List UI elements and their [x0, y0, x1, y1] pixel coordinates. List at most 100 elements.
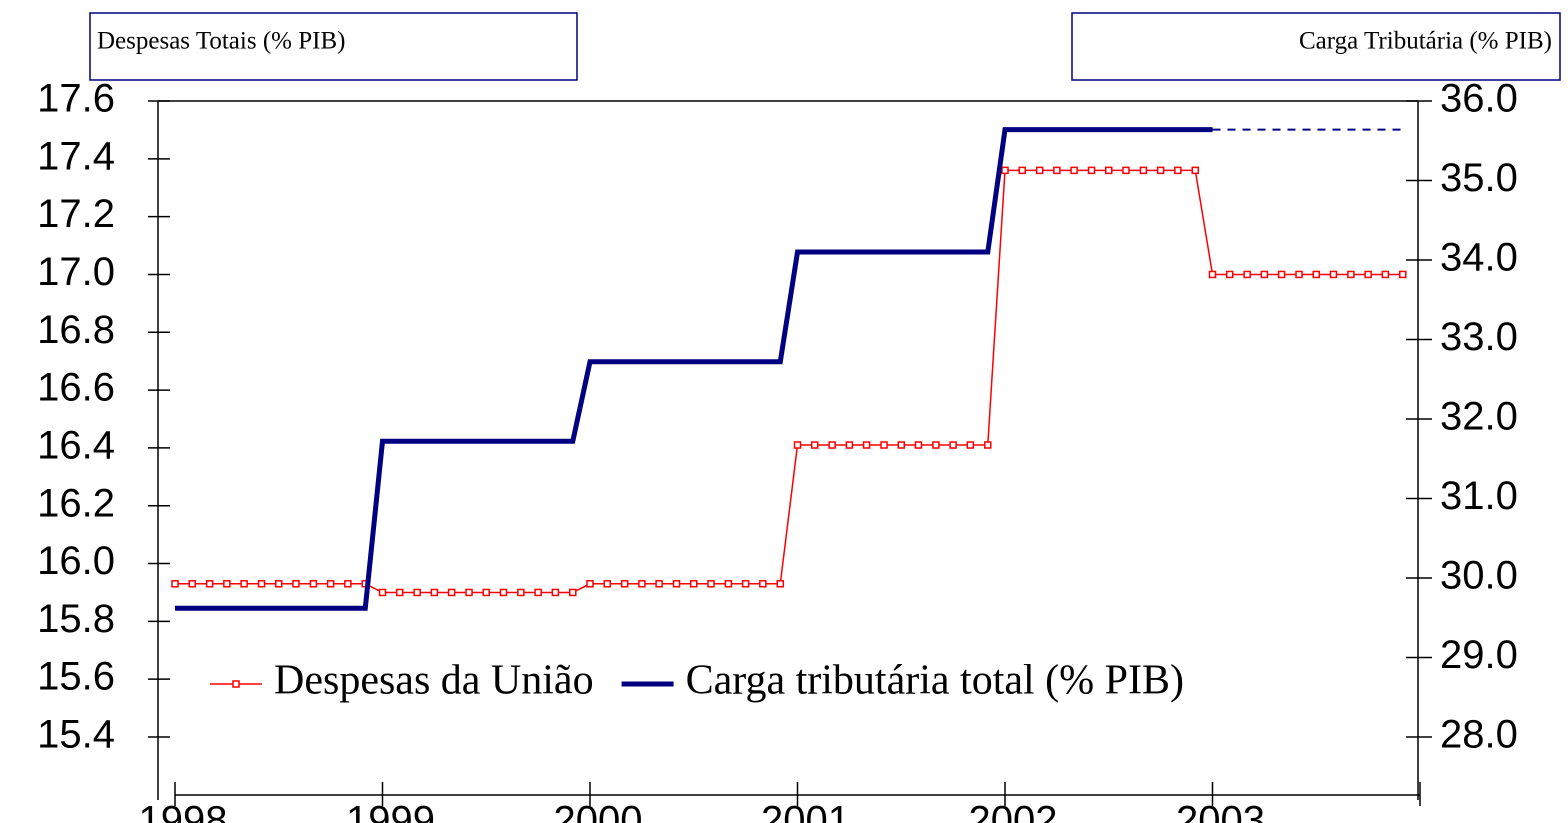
point-marker [1035, 166, 1044, 175]
point-marker [1243, 270, 1251, 279]
point-marker [465, 588, 473, 597]
point-marker [447, 588, 456, 597]
point-marker [378, 588, 387, 597]
point-marker [1347, 270, 1355, 279]
point-marker [828, 441, 836, 449]
point-marker [707, 580, 715, 588]
legend-marker [232, 680, 240, 688]
point-marker [1018, 166, 1026, 175]
point-marker [188, 580, 196, 588]
point-marker [932, 441, 940, 449]
y-tick-label: 17.0 [37, 250, 115, 294]
right-axis-title: Carga Tributária (% PIB) [1299, 28, 1552, 55]
point-marker [655, 580, 663, 588]
point-marker [949, 441, 957, 449]
y-tick-label: 16.4 [37, 423, 115, 467]
point-marker [569, 588, 577, 597]
point-marker [326, 580, 335, 588]
point-marker [638, 580, 646, 588]
point-marker [171, 580, 179, 588]
point-marker [845, 441, 854, 449]
point-marker [344, 580, 352, 588]
point-marker [1156, 166, 1165, 175]
y2-tick-label: 35.0 [1440, 156, 1518, 200]
point-marker [672, 580, 681, 588]
series-line [175, 127, 1213, 611]
point-marker [724, 580, 733, 588]
title-box [89, 12, 578, 81]
point-marker [534, 588, 542, 597]
y-tick-label: 15.8 [37, 597, 115, 641]
point-marker [309, 580, 318, 588]
y2-tick-label: 30.0 [1440, 554, 1518, 598]
legend-label: Despesas da União [274, 658, 594, 704]
point-marker [205, 580, 214, 588]
point-marker [1139, 166, 1148, 175]
point-marker [1399, 270, 1407, 279]
x-tick-label: 2000 [554, 799, 643, 823]
y-tick-label: 16.0 [37, 539, 115, 583]
point-marker [395, 588, 404, 597]
point-marker [1105, 166, 1113, 175]
point-marker [586, 580, 594, 588]
y2-tick-label: 32.0 [1440, 395, 1518, 439]
y2-tick-label: 36.0 [1440, 77, 1518, 121]
point-marker [482, 588, 490, 597]
point-marker [1295, 270, 1303, 279]
point-marker [240, 580, 248, 588]
y2-tick-label: 29.0 [1440, 633, 1518, 677]
title-box [1071, 12, 1561, 81]
point-marker [776, 580, 785, 588]
point-marker [1329, 270, 1338, 279]
x-tick-label: 2001 [761, 799, 850, 823]
y-tick-label: 16.2 [37, 481, 115, 525]
y2-tick-label: 28.0 [1440, 713, 1518, 757]
point-marker [1087, 166, 1096, 175]
point-marker [275, 580, 283, 588]
point-marker [984, 441, 992, 449]
left-axis-title: Despesas Totais (% PIB) [97, 28, 345, 55]
y-tick-label: 17.2 [37, 192, 115, 236]
point-marker [741, 580, 750, 588]
point-marker [1070, 166, 1078, 175]
y2-tick-label: 31.0 [1440, 474, 1518, 518]
point-marker [1364, 270, 1372, 279]
point-marker [620, 580, 629, 588]
y2-tick-label: 33.0 [1440, 315, 1518, 359]
x-tick-label: 1999 [346, 799, 435, 823]
point-marker [862, 441, 871, 449]
point-marker [603, 580, 611, 588]
point-marker [1208, 270, 1217, 279]
point-marker [880, 441, 888, 449]
point-marker [1001, 166, 1009, 175]
point-marker [1312, 270, 1320, 279]
point-marker [413, 588, 421, 597]
y-tick-label: 15.6 [37, 655, 115, 699]
point-marker [810, 441, 819, 449]
point-marker [1053, 166, 1061, 175]
point-marker [690, 580, 698, 588]
point-marker [257, 580, 266, 588]
point-marker [914, 441, 923, 449]
y-tick-label: 16.8 [37, 308, 115, 352]
series-line [175, 169, 1403, 594]
point-marker [517, 588, 525, 597]
point-marker [759, 580, 767, 588]
point-marker [551, 588, 560, 597]
point-marker [897, 441, 905, 449]
point-marker [430, 588, 439, 597]
x-tick-label: 1998 [139, 799, 228, 823]
point-marker [292, 580, 300, 588]
point-marker [223, 580, 231, 588]
point-marker [1260, 270, 1269, 279]
point-marker [1191, 166, 1200, 175]
point-marker [793, 441, 802, 449]
x-tick-label: 2002 [969, 799, 1058, 823]
y-tick-label: 17.4 [37, 134, 115, 178]
point-marker [1381, 270, 1390, 279]
legend-label: Carga tributária total (% PIB) [686, 658, 1184, 704]
point-marker [1277, 270, 1286, 279]
point-marker [1174, 166, 1182, 175]
y-tick-label: 15.4 [37, 713, 115, 757]
